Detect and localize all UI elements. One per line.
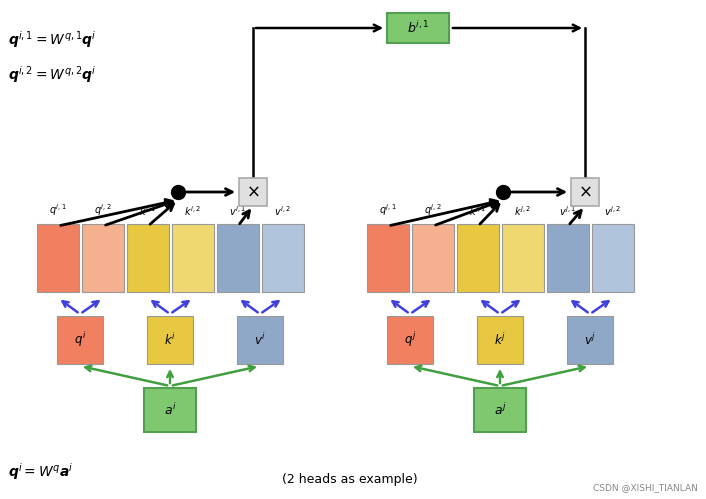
FancyBboxPatch shape	[457, 224, 499, 292]
FancyBboxPatch shape	[387, 316, 433, 364]
FancyBboxPatch shape	[127, 224, 169, 292]
FancyBboxPatch shape	[37, 224, 79, 292]
FancyBboxPatch shape	[217, 224, 259, 292]
Text: $\boldsymbol{q}^{i,2} = W^{q,2}\boldsymbol{q}^{i}$: $\boldsymbol{q}^{i,2} = W^{q,2}\boldsymb…	[8, 64, 97, 85]
Text: $a^{i}$: $a^{i}$	[164, 402, 176, 418]
FancyBboxPatch shape	[571, 178, 599, 206]
Text: $v^{i,1}$: $v^{i,1}$	[229, 204, 246, 218]
FancyBboxPatch shape	[567, 316, 613, 364]
FancyBboxPatch shape	[237, 316, 283, 364]
FancyBboxPatch shape	[57, 316, 103, 364]
Text: CSDN @XISHI_TIANLAN: CSDN @XISHI_TIANLAN	[593, 483, 698, 492]
FancyBboxPatch shape	[172, 224, 214, 292]
Text: $v^{i,2}$: $v^{i,2}$	[275, 204, 292, 218]
Text: $q^{j,1}$: $q^{j,1}$	[379, 202, 397, 218]
Text: $q^{i}$: $q^{i}$	[74, 330, 86, 349]
Text: $k^{i,2}$: $k^{i,2}$	[184, 204, 202, 218]
Text: $k^{i,1}$: $k^{i,1}$	[139, 204, 157, 218]
FancyBboxPatch shape	[147, 316, 193, 364]
Text: $q^{i,1}$: $q^{i,1}$	[49, 202, 67, 218]
Text: (2 heads as example): (2 heads as example)	[282, 474, 418, 487]
FancyBboxPatch shape	[502, 224, 544, 292]
FancyBboxPatch shape	[367, 224, 409, 292]
Text: $k^{j}$: $k^{j}$	[494, 332, 506, 348]
FancyBboxPatch shape	[592, 224, 634, 292]
Text: $v^{j}$: $v^{j}$	[584, 332, 596, 348]
FancyBboxPatch shape	[144, 388, 196, 432]
Text: $k^{i}$: $k^{i}$	[164, 332, 176, 348]
Text: $v^{j,1}$: $v^{j,1}$	[559, 204, 577, 218]
FancyBboxPatch shape	[262, 224, 304, 292]
Text: $a^{j}$: $a^{j}$	[493, 402, 506, 418]
FancyBboxPatch shape	[477, 316, 523, 364]
Text: $k^{j,2}$: $k^{j,2}$	[514, 204, 532, 218]
Text: $q^{j}$: $q^{j}$	[404, 330, 416, 349]
Text: $\times$: $\times$	[578, 183, 592, 201]
FancyBboxPatch shape	[547, 224, 589, 292]
FancyBboxPatch shape	[474, 388, 526, 432]
Text: $q^{i,2}$: $q^{i,2}$	[94, 202, 112, 218]
FancyBboxPatch shape	[412, 224, 454, 292]
Text: $v^{i}$: $v^{i}$	[254, 332, 266, 348]
Text: $\boldsymbol{q}^{i} = W^{q}\boldsymbol{a}^{i}$: $\boldsymbol{q}^{i} = W^{q}\boldsymbol{a…	[8, 462, 73, 483]
Text: $\boldsymbol{q}^{i,1} = W^{q,1}\boldsymbol{q}^{i}$: $\boldsymbol{q}^{i,1} = W^{q,1}\boldsymb…	[8, 29, 97, 50]
FancyBboxPatch shape	[82, 224, 124, 292]
FancyBboxPatch shape	[387, 13, 449, 43]
Text: $b^{i,1}$: $b^{i,1}$	[407, 20, 429, 36]
Text: $\times$: $\times$	[246, 183, 260, 201]
Text: $v^{j,2}$: $v^{j,2}$	[604, 204, 621, 218]
FancyBboxPatch shape	[239, 178, 267, 206]
Text: $k^{j,1}$: $k^{j,1}$	[469, 204, 486, 218]
Text: $q^{j,2}$: $q^{j,2}$	[424, 202, 442, 218]
